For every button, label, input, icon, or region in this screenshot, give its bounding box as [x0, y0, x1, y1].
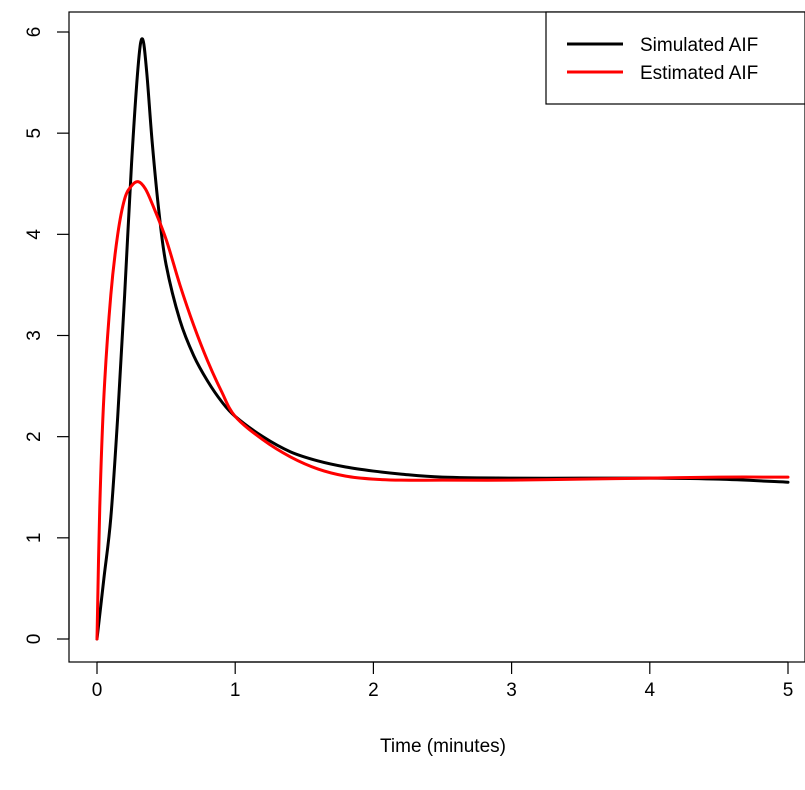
- y-axis: 0 1 2 3 4 5 6: [24, 27, 70, 645]
- legend-label: Simulated AIF: [640, 35, 758, 56]
- series-line-estimated-aif: [95, 180, 790, 641]
- plot-frame: [68, 11, 805, 663]
- y-tick-label: 1: [24, 533, 45, 544]
- x-tick-label: 4: [645, 680, 656, 701]
- y-tick-label: 6: [24, 27, 45, 38]
- series-layer: [95, 37, 790, 641]
- x-axis-title: Time (minutes): [380, 736, 506, 757]
- legend: Simulated AIF Estimated AIF: [545, 11, 805, 105]
- series-line-simulated-aif: [95, 37, 790, 641]
- x-tick-label: 0: [92, 680, 103, 701]
- y-tick-label: 5: [24, 128, 45, 139]
- x-tick-label: 5: [783, 680, 794, 701]
- x-axis: 0 1 2 3 4 5: [92, 661, 794, 701]
- y-tick-label: 3: [24, 330, 45, 341]
- x-tick-label: 3: [506, 680, 517, 701]
- x-tick-label: 1: [230, 680, 241, 701]
- y-tick-label: 2: [24, 431, 45, 442]
- x-tick-label: 2: [368, 680, 379, 701]
- y-tick-label: 0: [24, 634, 45, 645]
- y-tick-label: 4: [24, 229, 45, 240]
- legend-box: [545, 11, 805, 105]
- legend-label: Estimated AIF: [640, 63, 758, 84]
